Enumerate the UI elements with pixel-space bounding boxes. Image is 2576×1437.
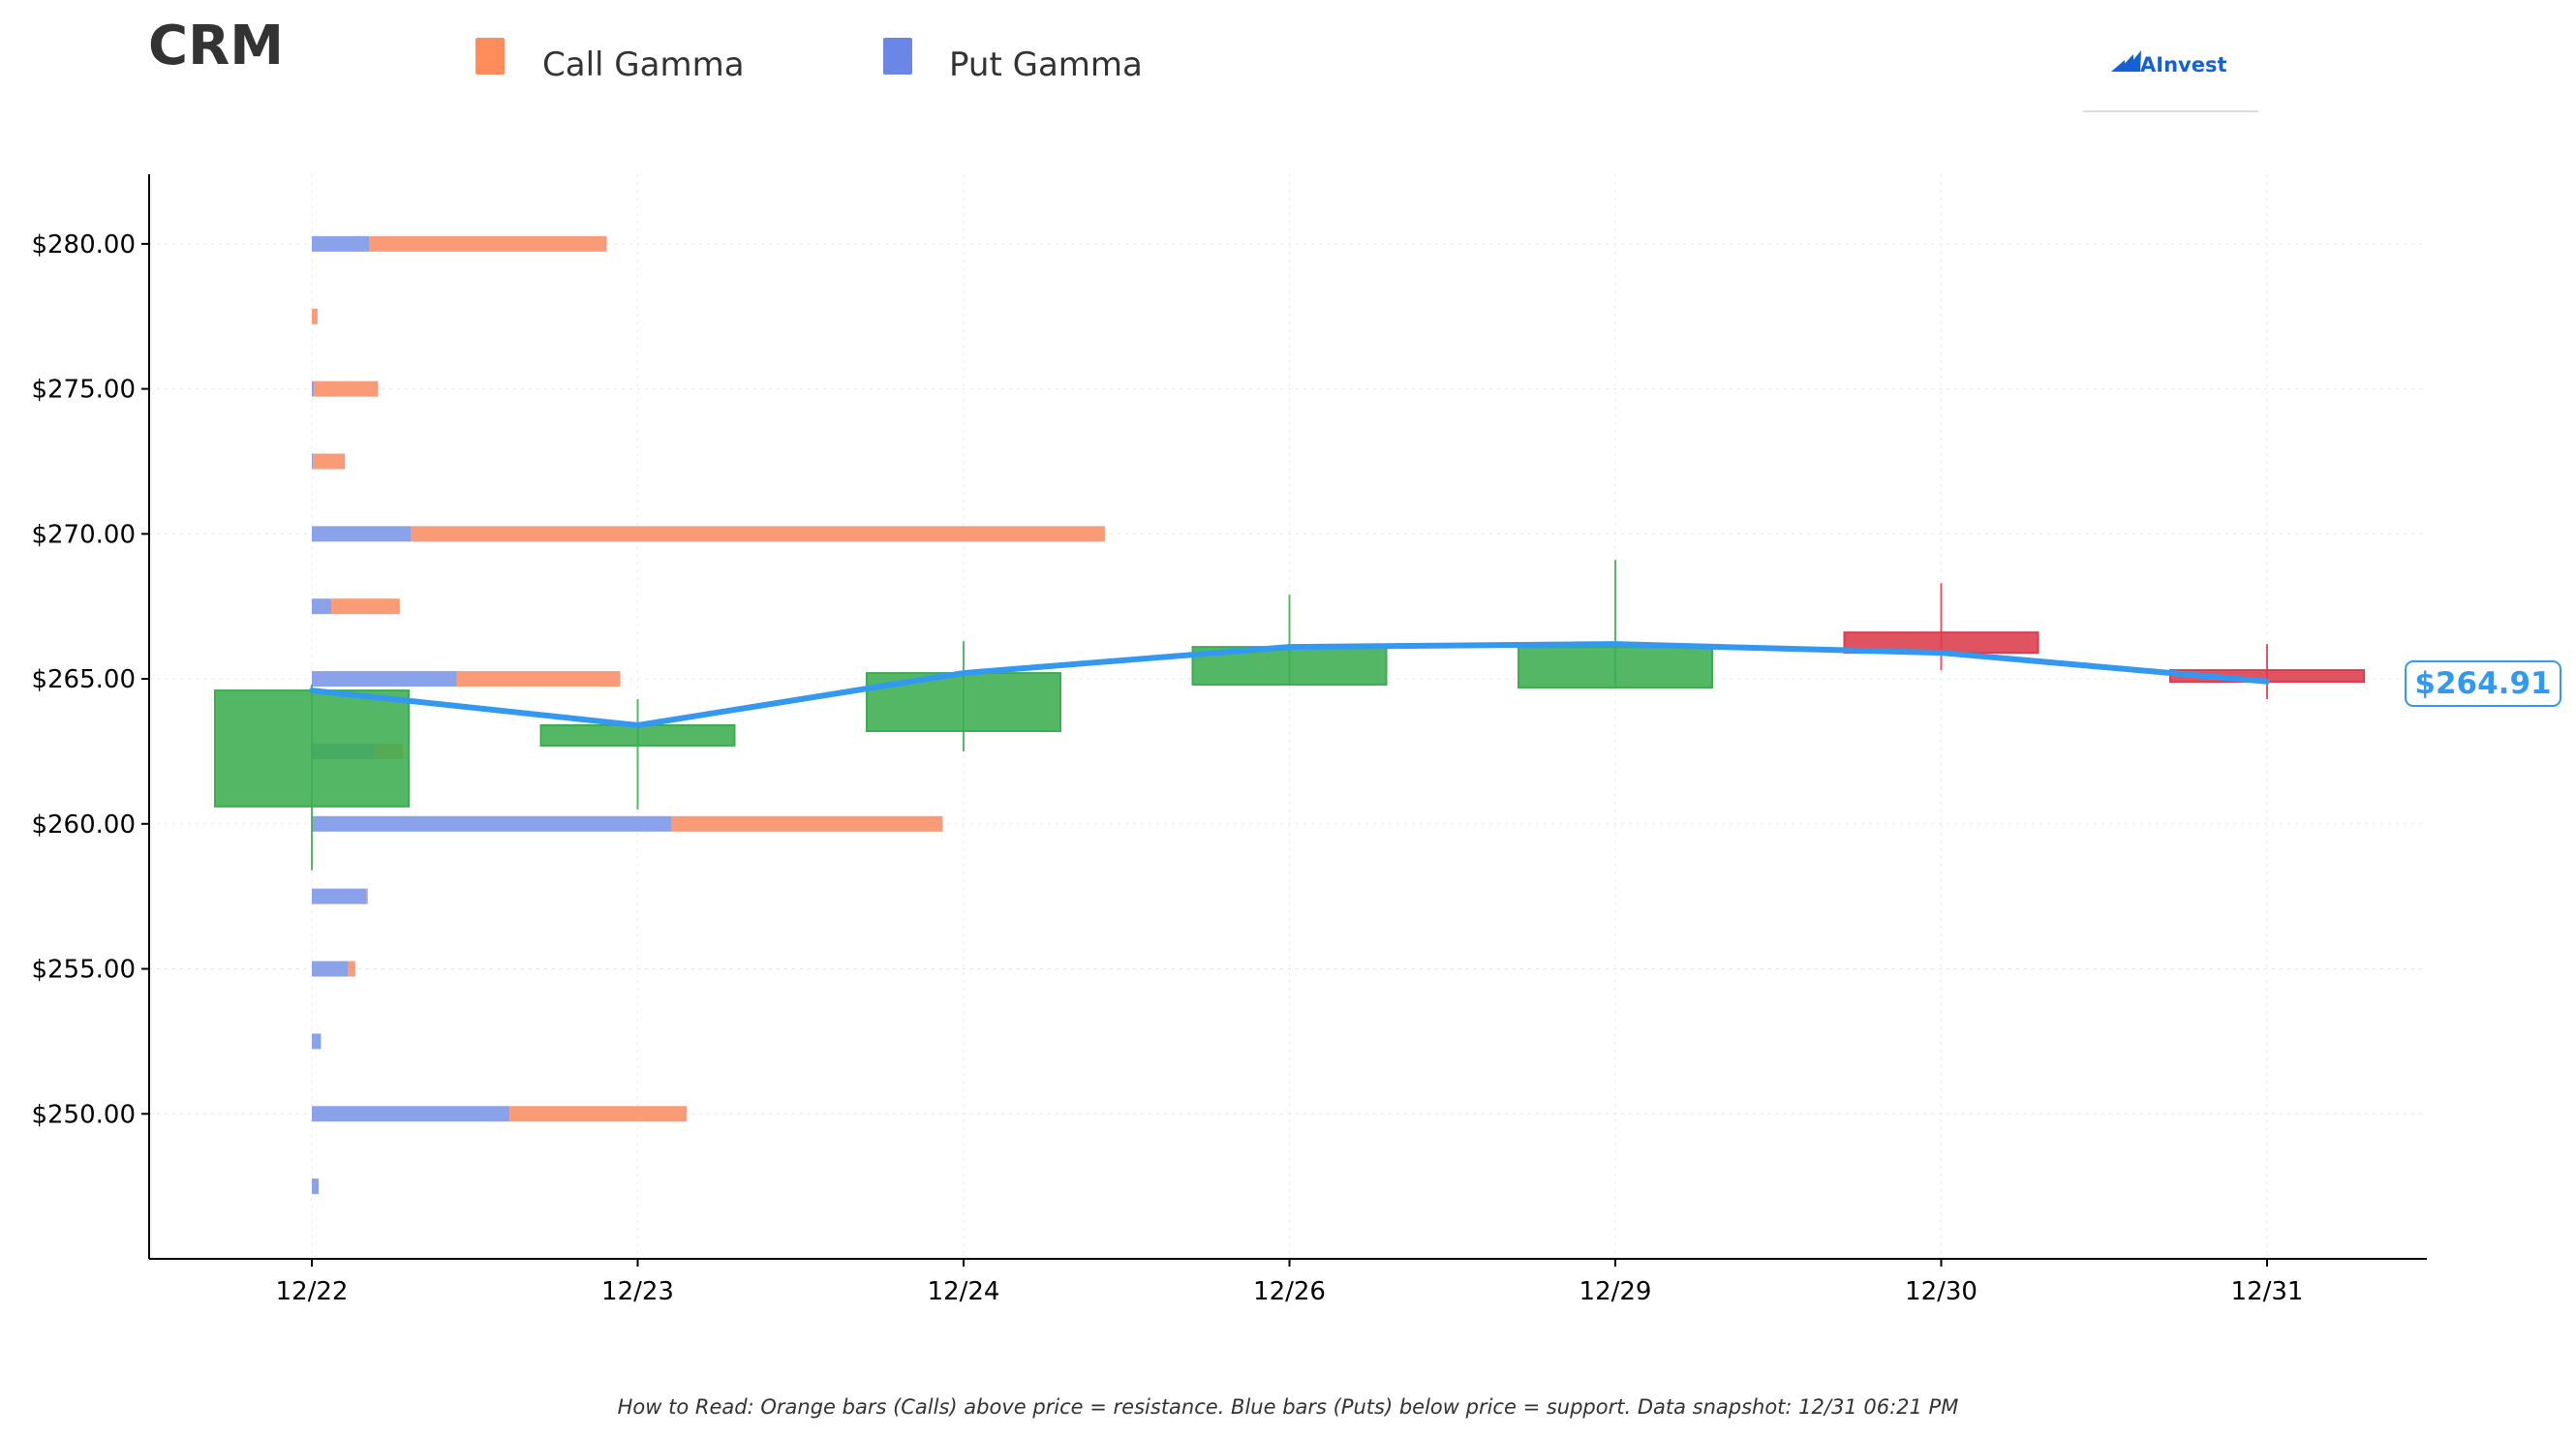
put-gamma-bar — [312, 453, 314, 470]
put-gamma-legend-swatch — [883, 38, 912, 75]
candlesticks — [214, 560, 2365, 871]
call-gamma-bar — [411, 526, 1105, 542]
put-gamma-bar — [312, 888, 367, 904]
put-gamma-bar — [312, 815, 672, 832]
grid — [149, 174, 2427, 1259]
x-tick-label: 12/29 — [1579, 1277, 1652, 1306]
y-tick-label: $280.00 — [31, 230, 136, 260]
ainvest-logo: AInvest — [2083, 50, 2258, 112]
x-tick-label: 12/30 — [1905, 1277, 1978, 1306]
put-gamma-bar — [312, 381, 315, 397]
put-gamma-bar — [312, 598, 332, 615]
chart-arrow-icon — [2111, 50, 2141, 72]
call-gamma-bar — [314, 381, 379, 397]
put-gamma-bar — [312, 526, 412, 542]
call-gamma-bar — [456, 671, 621, 688]
close-line-path — [309, 641, 2270, 728]
call-gamma-bar — [331, 598, 400, 615]
call-gamma-bar — [369, 235, 607, 252]
last-price-box — [2405, 660, 2561, 707]
y-tick-label: $265.00 — [31, 665, 136, 694]
y-tick-label: $255.00 — [31, 956, 136, 985]
put-gamma-bar — [312, 1106, 510, 1122]
call-gamma-legend-swatch — [475, 38, 505, 75]
x-tick-label: 12/22 — [276, 1277, 349, 1306]
put-gamma-bar — [312, 235, 369, 252]
candle-body — [539, 723, 736, 747]
footnote: How to Read: Orange bars (Calls) above p… — [618, 1395, 1959, 1419]
logo-text: AInvest — [2140, 53, 2227, 76]
chart-title: CRM — [148, 15, 284, 77]
call-gamma-bar — [348, 961, 355, 977]
put-gamma-bar — [312, 961, 349, 977]
candle-body — [1518, 646, 1713, 689]
candle-body — [214, 689, 410, 808]
y-tick-label: $270.00 — [31, 520, 136, 549]
call-gamma-bar — [509, 1106, 688, 1122]
last-price-label: $264.91 — [2414, 666, 2551, 701]
call-gamma-legend-label: Call Gamma — [542, 46, 745, 84]
call-gamma-bar — [312, 308, 318, 324]
x-tick-label: 12/26 — [1253, 1277, 1326, 1306]
put-gamma-bar — [312, 1033, 322, 1050]
gamma-bars — [312, 235, 1105, 1195]
last-price-tag: $264.91 — [2405, 660, 2561, 707]
axes: $280.00 $275.00 $270.00 $265.00 $260.00 $255.… — [31, 174, 2427, 1306]
put-gamma-bar — [312, 671, 457, 688]
x-tick-label: 12/23 — [601, 1277, 674, 1306]
put-gamma-legend-label: Put Gamma — [949, 46, 1143, 84]
close-price-line — [309, 641, 2270, 728]
put-gamma-bar — [312, 1178, 320, 1195]
x-tick-label: 12/31 — [2231, 1277, 2304, 1306]
y-tick-label: $275.00 — [31, 376, 136, 405]
call-gamma-bar — [366, 888, 368, 904]
call-gamma-bar — [671, 815, 943, 832]
call-gamma-bar — [313, 453, 346, 470]
y-tick-label: $260.00 — [31, 810, 136, 840]
y-tick-label: $250.00 — [31, 1100, 136, 1129]
x-tick-label: 12/24 — [928, 1277, 1000, 1306]
legend: Call Gamma Put Gamma — [475, 38, 1143, 84]
